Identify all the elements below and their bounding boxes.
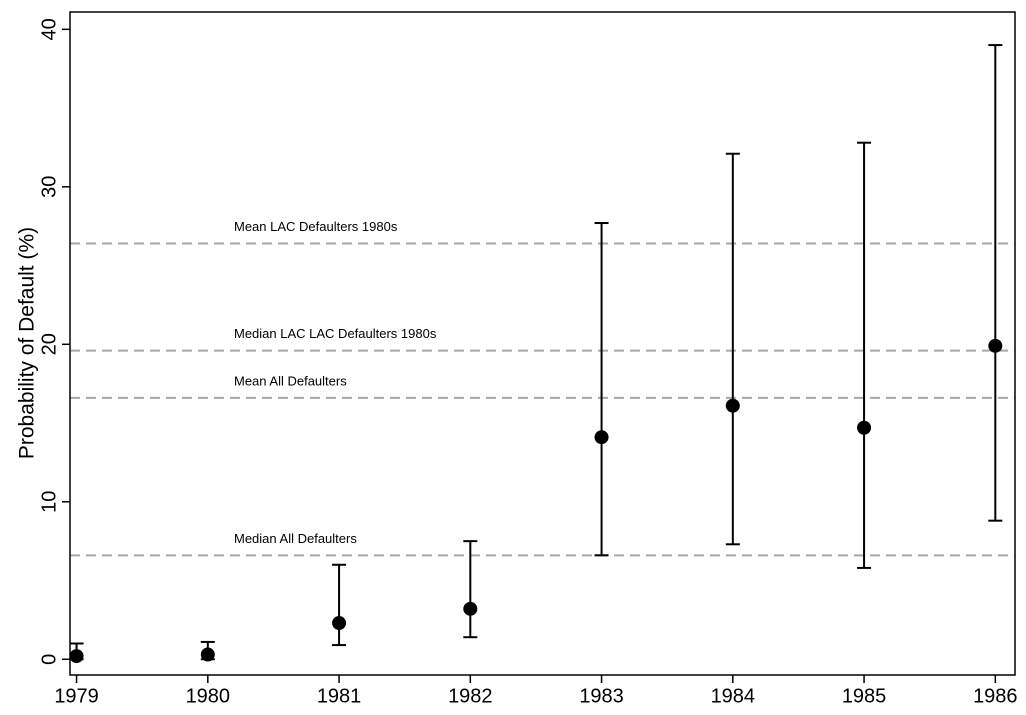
x-tick-label: 1985 [842, 685, 887, 707]
x-tick-label: 1986 [973, 685, 1018, 707]
x-tick-label: 1982 [448, 685, 493, 707]
y-tick-label: 20 [38, 333, 60, 355]
point [857, 420, 872, 435]
plot-frame [69, 11, 1016, 676]
point [332, 616, 347, 631]
x-tick-label: 1980 [186, 685, 231, 707]
x-tick-label: 1983 [579, 685, 624, 707]
reference-label: Median All Defaulters [234, 531, 357, 546]
point [725, 398, 740, 413]
point [200, 647, 215, 662]
y-tick-label: 30 [38, 176, 60, 198]
y-axis-title: Probability of Default (%) [16, 227, 39, 459]
point [988, 338, 1003, 353]
point [594, 430, 609, 445]
reference-label: Mean LAC Defaulters 1980s [234, 219, 398, 234]
y-tick-label: 10 [38, 491, 60, 513]
y-tick-label: 40 [38, 18, 60, 40]
reference-label: Mean All Defaulters [234, 373, 347, 388]
reference-label: Median LAC LAC Defaulters 1980s [234, 326, 437, 341]
x-tick-label: 1979 [54, 685, 99, 707]
y-tick-label: 0 [38, 654, 60, 665]
point [463, 601, 478, 616]
x-tick-label: 1984 [711, 685, 756, 707]
x-tick-label: 1981 [317, 685, 362, 707]
point [69, 649, 84, 664]
